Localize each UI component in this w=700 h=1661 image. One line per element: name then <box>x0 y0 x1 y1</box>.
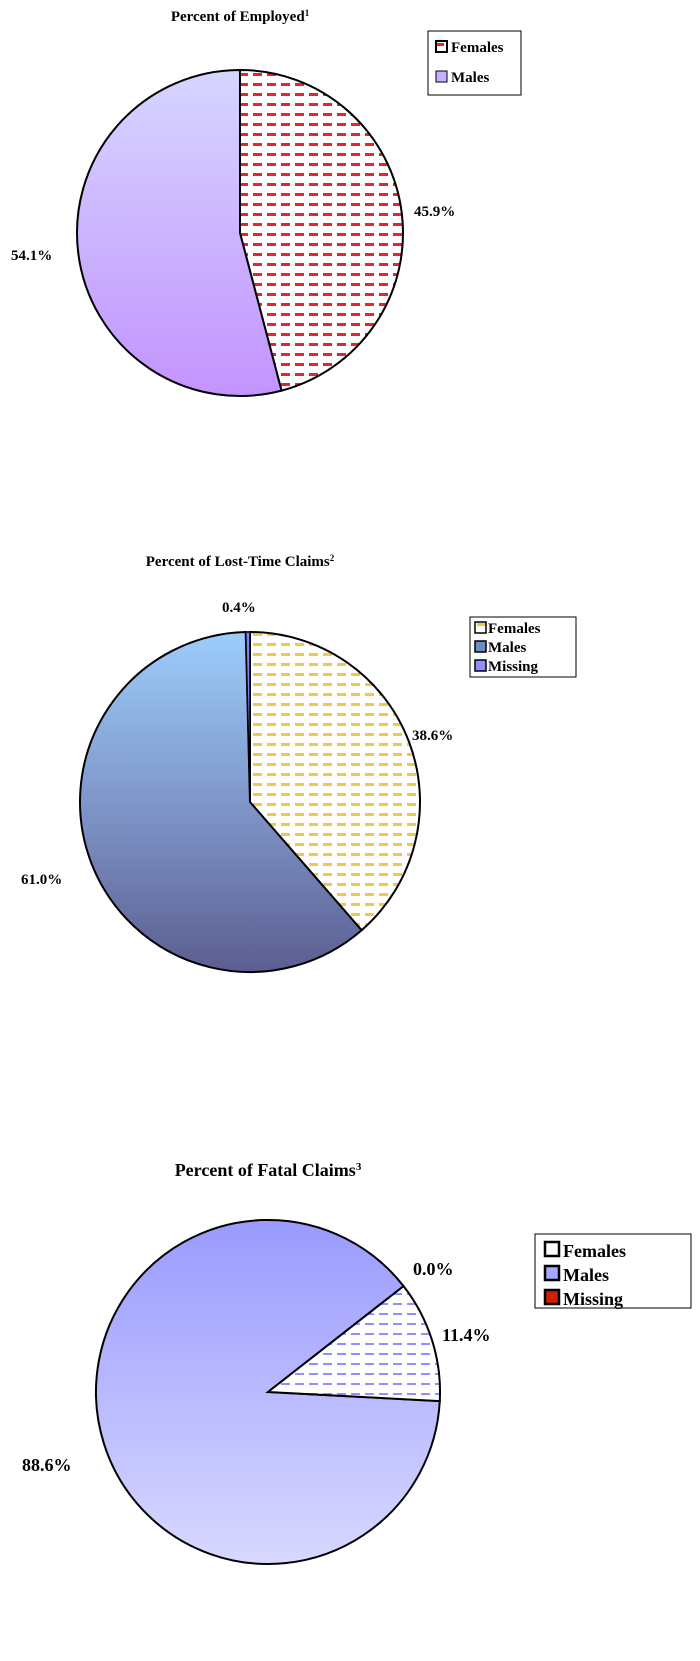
data-label-females: 38.6% <box>412 728 453 744</box>
legend-label-females: Females <box>451 40 504 56</box>
slice-females <box>239 68 404 392</box>
legend-swatch-females <box>474 621 487 634</box>
legend-swatch-females <box>435 40 448 53</box>
slice-males <box>79 631 364 973</box>
slice-females <box>249 630 421 932</box>
legend-label-males: Males <box>451 70 489 86</box>
legend-swatch-males <box>543 1264 561 1282</box>
legend-label-males: Males <box>488 640 526 656</box>
legend-swatch-females <box>543 1240 561 1258</box>
slice-females <box>265 1284 441 1403</box>
pie-slices <box>79 630 421 973</box>
data-label-missing: 0.4% <box>222 600 256 616</box>
legend-frame <box>469 616 577 678</box>
legend: Females Males Missing <box>534 1233 692 1309</box>
legend-frame <box>534 1233 692 1309</box>
legend-label-females: Females <box>488 621 541 637</box>
legend-swatch-missing <box>474 659 487 672</box>
data-label-males: 54.1% <box>11 248 52 264</box>
chart-title: Percent of Fatal Claims3 <box>175 1160 362 1180</box>
legend-label-males: Males <box>563 1265 609 1285</box>
slice-missing <box>244 631 251 803</box>
legend-label-females: Females <box>563 1241 626 1261</box>
pie-slices <box>76 68 404 397</box>
slice-males <box>76 68 283 397</box>
chart-fatal-claims: Percent of Fatal Claims3 0.0% 11.4% 88.6… <box>22 1160 692 1566</box>
data-label-females: 45.9% <box>414 204 455 220</box>
legend-label-missing: Missing <box>488 659 539 675</box>
legend-swatch-males <box>474 640 487 653</box>
chart-employed: Percent of Employed1 45.9% 54.1% Females… <box>11 8 522 397</box>
legend-label-missing: Missing <box>563 1289 623 1309</box>
legend: Females Males <box>427 30 522 96</box>
pie-slices <box>95 1219 441 1566</box>
data-label-females: 11.4% <box>442 1325 491 1345</box>
data-label-males: 88.6% <box>22 1455 72 1475</box>
data-label-missing: 0.0% <box>413 1259 454 1279</box>
chart-title: Percent of Employed1 <box>171 8 310 25</box>
data-label-males: 61.0% <box>21 872 62 888</box>
chart-lost-time-claims: Percent of Lost-Time Claims2 0.4% 38.6% … <box>21 553 577 973</box>
legend: Females Males Missing <box>469 616 577 678</box>
chart-title: Percent of Lost-Time Claims2 <box>146 553 335 570</box>
legend-swatch-missing <box>543 1288 561 1306</box>
legend-swatch-males <box>435 70 448 83</box>
